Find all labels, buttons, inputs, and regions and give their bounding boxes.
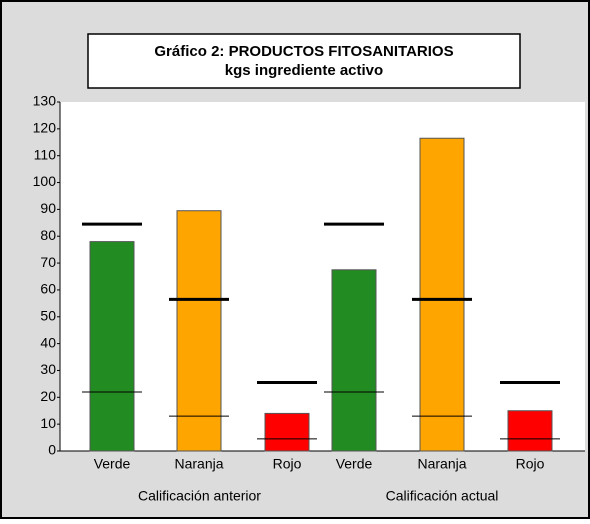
y-tick-label: 10	[40, 415, 56, 431]
x-tick-label: Verde	[94, 456, 131, 472]
group-label: Calificación actual	[386, 488, 499, 504]
y-tick-label: 80	[40, 227, 56, 243]
y-tick-label: 20	[40, 388, 56, 404]
y-tick-label: 100	[33, 173, 57, 189]
bar	[507, 410, 553, 452]
plot-area	[60, 102, 585, 451]
bar	[176, 210, 222, 452]
chart-title: Gráfico 2: PRODUCTOS FITOSANITARIOS	[154, 43, 453, 60]
y-tick-label: 110	[34, 146, 57, 162]
y-tick-label: 130	[33, 93, 57, 109]
y-tick-label: 70	[40, 254, 56, 270]
y-tick-label: 60	[40, 281, 56, 297]
x-tick-label: Naranja	[417, 456, 466, 472]
x-tick-label: Rojo	[516, 456, 545, 472]
bar	[89, 241, 135, 452]
y-tick-label: 0	[48, 442, 56, 458]
title-box	[87, 33, 521, 89]
x-tick-label: Naranja	[174, 456, 223, 472]
bar	[264, 412, 310, 452]
y-tick-label: 40	[40, 334, 56, 350]
bar	[419, 137, 465, 452]
chart-subtitle: kgs ingrediente activo	[225, 62, 383, 79]
x-tick-label: Verde	[336, 456, 373, 472]
group-label: Calificación anterior	[138, 488, 261, 504]
y-tick-label: 90	[40, 200, 56, 216]
y-tick-label: 30	[40, 361, 56, 377]
bar	[331, 269, 377, 452]
y-tick-label: 50	[40, 307, 56, 323]
y-tick-label: 120	[33, 120, 57, 136]
x-tick-label: Rojo	[273, 456, 302, 472]
